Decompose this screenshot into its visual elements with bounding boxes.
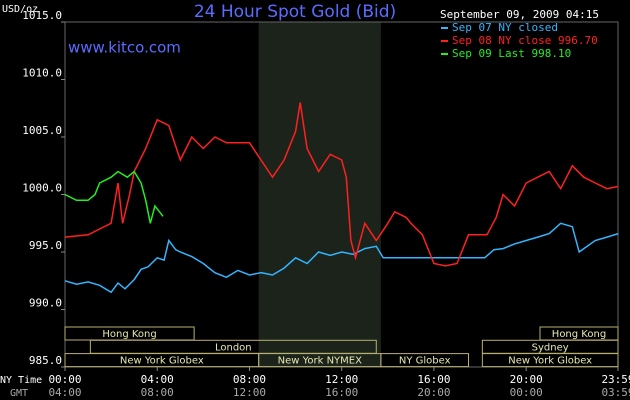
session-bar [481, 353, 619, 368]
x2-axis-label: GMT [10, 388, 28, 399]
session-label: Sydney [532, 342, 569, 353]
subtitle: www.kitco.com [68, 39, 181, 57]
session-label: NY Globex [399, 356, 451, 367]
y-tick-label: 1000.0 [22, 182, 62, 195]
x2-tick-label: 16:00 [325, 386, 358, 399]
legend-label: Sep 08 NY close 996.70 [452, 34, 598, 47]
session-label: New York Globex [508, 356, 592, 367]
x2-tick-label: 04:00 [48, 386, 81, 399]
y-tick-label: 1005.0 [22, 124, 62, 137]
x-tick-label: 04:00 [141, 373, 174, 386]
y-tick-label: 990.0 [29, 297, 62, 310]
series-line [64, 170, 164, 224]
x-tick-label: 12:00 [325, 373, 358, 386]
y-tick-label: 1015.0 [22, 9, 62, 22]
x-tick-label: 00:00 [48, 373, 81, 386]
session-bar [380, 353, 470, 368]
legend-label: Sep 09 Last 998.10 [452, 47, 571, 60]
x2-tick-label: 08:00 [141, 386, 174, 399]
legend-label: Sep 07 NY closed [452, 21, 558, 34]
series-line [64, 102, 619, 267]
x2-tick-label: 00:00 [510, 386, 543, 399]
session-label: Hong Kong [552, 329, 606, 340]
session-label: London [215, 342, 252, 353]
session-label: New York Globex [120, 356, 204, 367]
y-axis-label: USD/oz [2, 4, 38, 15]
series-line [64, 222, 619, 294]
chart-title: 24 Hour Spot Gold (Bid) [194, 2, 396, 22]
x2-tick-label: 12:00 [233, 386, 266, 399]
x-tick-label: 23:59 [601, 373, 630, 386]
session-label: Hong Kong [102, 329, 156, 340]
y-tick-label: 995.0 [29, 239, 62, 252]
x-tick-label: 16:00 [417, 373, 450, 386]
x-axis-label: NY Time [0, 375, 42, 386]
x-tick-label: 20:00 [510, 373, 543, 386]
x2-tick-label: 03:59 [601, 386, 630, 399]
session-label: New York NYMEX [278, 356, 363, 367]
timestamp: September 09, 2009 04:15 [440, 8, 599, 21]
x2-tick-label: 20:00 [417, 386, 450, 399]
session-shade [258, 22, 381, 367]
y-tick-label: 1010.0 [22, 67, 62, 80]
y-tick-label: 985.0 [29, 354, 62, 367]
x-tick-label: 08:00 [233, 373, 266, 386]
